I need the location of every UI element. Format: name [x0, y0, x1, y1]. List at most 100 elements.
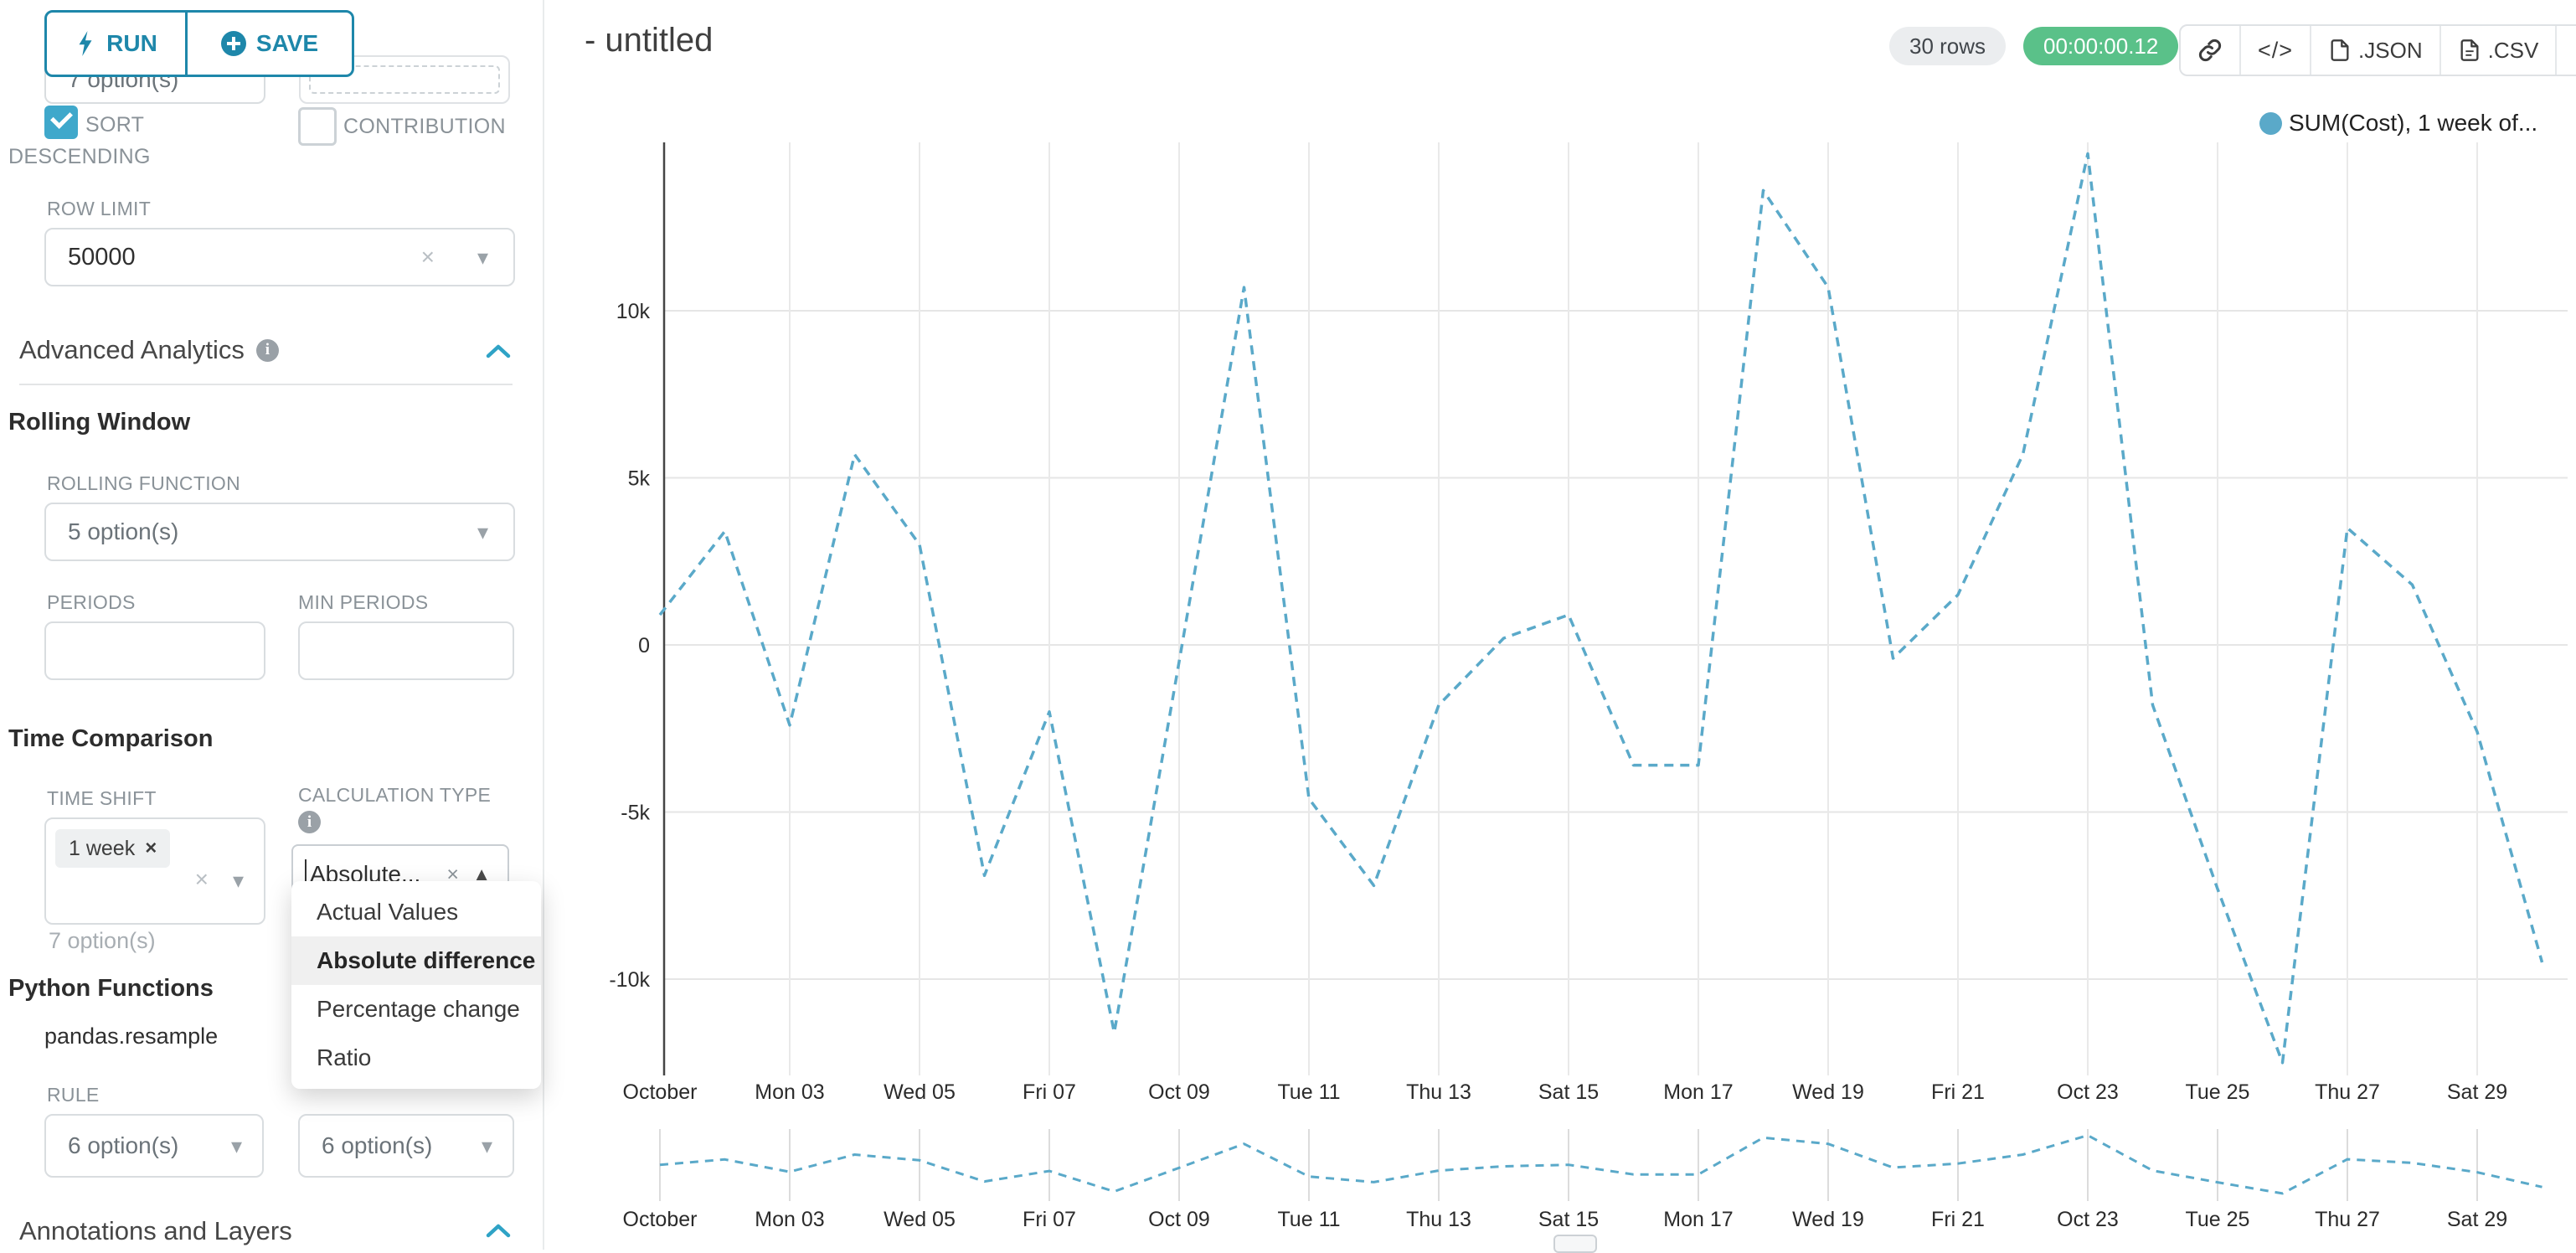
- text-cursor: [305, 859, 307, 889]
- row-limit-select[interactable]: 50000 × ▾: [44, 228, 515, 286]
- rule-value: 6 option(s): [68, 1132, 179, 1158]
- copy-link-button[interactable]: [2181, 26, 2239, 75]
- clear-icon[interactable]: ×: [446, 862, 459, 886]
- mini-x-axis-tick-label: Wed 05: [884, 1208, 956, 1231]
- python-functions-title: Python Functions: [8, 975, 214, 1002]
- x-axis-tick-label: Oct 09: [1148, 1080, 1210, 1104]
- method-value: 6 option(s): [322, 1132, 433, 1158]
- dropdown-option-ratio[interactable]: Ratio: [317, 1044, 372, 1070]
- x-axis-tick-label: Wed 05: [884, 1080, 956, 1104]
- x-axis-tick-label: Sat 15: [1538, 1080, 1599, 1104]
- run-button-label: RUN: [106, 30, 157, 56]
- mini-x-axis-tick-label: Fri 07: [1023, 1208, 1076, 1231]
- mini-x-axis-tick-label: October: [623, 1208, 698, 1231]
- collapse-chevron-icon[interactable]: [486, 1223, 511, 1238]
- mini-x-axis-tick-label: Sat 29: [2447, 1208, 2507, 1231]
- time-shift-placeholder: 7 option(s): [49, 928, 156, 953]
- x-axis-tick-label: Tue 11: [1277, 1080, 1340, 1104]
- dropdown-option-absolute-difference[interactable]: Absolute difference: [291, 936, 541, 985]
- advanced-analytics-header[interactable]: Advanced Analytics i: [19, 335, 279, 365]
- mini-x-axis-tick-label: Thu 13: [1406, 1208, 1471, 1231]
- collapse-chevron-icon[interactable]: [486, 343, 511, 358]
- run-button[interactable]: RUN: [47, 13, 188, 75]
- rolling-window-title: Rolling Window: [8, 409, 191, 436]
- link-icon: [2198, 39, 2222, 62]
- time-shift-tag-label: 1 week: [69, 836, 136, 860]
- time-comparison-title: Time Comparison: [8, 725, 214, 752]
- file-json-icon: [2331, 39, 2349, 61]
- time-shift-label: TIME SHIFT: [47, 787, 157, 809]
- info-icon[interactable]: i: [298, 811, 321, 833]
- export-csv-button[interactable]: .CSV: [2439, 26, 2556, 75]
- export-json-button[interactable]: .JSON: [2310, 26, 2439, 75]
- bottom-edge-widget[interactable]: [1553, 1235, 1597, 1253]
- lightning-bolt-icon: [79, 31, 92, 56]
- export-button-group: </> .JSON .CSV: [2179, 24, 2576, 76]
- rule-label: RULE: [47, 1084, 100, 1106]
- series-line: [658, 152, 2544, 1065]
- clear-icon[interactable]: ×: [194, 866, 209, 892]
- export-json-label: .JSON: [2358, 37, 2423, 63]
- contribution-label: CONTRIBUTION: [343, 115, 506, 138]
- drop-target-dashed-area: [309, 65, 500, 94]
- x-axis-tick-label: Mon 03: [755, 1080, 824, 1104]
- x-axis-tick-label: Thu 13: [1406, 1080, 1471, 1104]
- embed-code-button[interactable]: </>: [2239, 26, 2310, 75]
- section-divider: [19, 384, 513, 385]
- rolling-function-value: 5 option(s): [68, 518, 179, 544]
- sort-descending-label: SORT DESCENDING: [8, 113, 151, 168]
- calculation-type-dropdown: Actual Values Absolute difference Percen…: [291, 881, 541, 1089]
- method-select[interactable]: 6 option(s) ▾: [298, 1114, 514, 1178]
- chart-legend[interactable]: SUM(Cost), 1 week of...: [2259, 110, 2537, 137]
- x-axis-tick-label: Thu 27: [2315, 1080, 2380, 1104]
- remove-tag-icon[interactable]: ×: [145, 837, 157, 859]
- chevron-down-icon: ▾: [232, 868, 244, 893]
- mini-x-axis-tick-label: Fri 21: [1931, 1208, 1985, 1231]
- mini-x-axis-tick-label: Wed 19: [1792, 1208, 1864, 1231]
- pandas-resample-label: pandas.resample: [44, 1024, 219, 1049]
- min-periods-input[interactable]: [298, 621, 514, 680]
- mini-x-axis-tick-label: Mon 03: [755, 1208, 824, 1231]
- y-axis-tick-label: 0: [638, 634, 650, 657]
- sort-descending-checkbox[interactable]: [44, 106, 78, 139]
- chart-menu-button[interactable]: [2555, 26, 2576, 75]
- chevron-down-icon: ▾: [481, 1132, 492, 1158]
- rule-select[interactable]: 6 option(s) ▾: [44, 1114, 264, 1178]
- save-button[interactable]: SAVE: [188, 13, 352, 75]
- save-button-label: SAVE: [255, 30, 319, 56]
- time-shift-select[interactable]: 1 week × × ▾: [44, 817, 265, 925]
- rolling-function-label: ROLLING FUNCTION: [47, 472, 240, 494]
- clear-icon[interactable]: ×: [420, 244, 435, 270]
- y-axis-tick-label: 5k: [628, 467, 651, 491]
- x-axis-tick-label: Fri 21: [1931, 1080, 1985, 1104]
- chevron-up-icon: ▲: [472, 864, 491, 884]
- advanced-analytics-title: Advanced Analytics: [19, 335, 245, 364]
- mini-series-line: [659, 1134, 2543, 1195]
- dropdown-option-actual-values[interactable]: Actual Values: [317, 899, 459, 925]
- y-axis-tick-label: 10k: [616, 300, 651, 323]
- x-axis-tick-label: Fri 07: [1023, 1080, 1076, 1104]
- chevron-down-icon: ▾: [477, 244, 488, 270]
- dropdown-option-percentage-change[interactable]: Percentage change: [317, 996, 520, 1022]
- x-axis-tick-label: Wed 19: [1792, 1080, 1864, 1104]
- chevron-down-icon: ▾: [230, 1132, 242, 1158]
- contribution-checkbox[interactable]: [298, 107, 337, 146]
- code-icon: </>: [2258, 37, 2294, 63]
- x-axis-tick-label: October: [623, 1080, 698, 1104]
- time-shift-tag: 1 week ×: [55, 829, 171, 868]
- periods-input[interactable]: [44, 621, 265, 680]
- y-axis-tick-label: -10k: [609, 968, 650, 992]
- rolling-function-select[interactable]: 5 option(s) ▾: [44, 503, 515, 561]
- periods-label: PERIODS: [47, 591, 136, 613]
- query-timer-badge: 00:00:00.12: [2023, 27, 2179, 65]
- legend-series-label: SUM(Cost), 1 week of...: [2289, 110, 2538, 136]
- mini-x-axis-tick-label: Oct 23: [2057, 1208, 2119, 1231]
- annotations-title: Annotations and Layers: [19, 1216, 292, 1245]
- info-icon[interactable]: i: [255, 338, 279, 362]
- mini-x-axis-tick-label: Mon 17: [1663, 1208, 1733, 1231]
- file-csv-icon: [2460, 39, 2479, 61]
- annotations-header[interactable]: Annotations and Layers: [19, 1216, 292, 1246]
- export-csv-label: .CSV: [2487, 37, 2539, 63]
